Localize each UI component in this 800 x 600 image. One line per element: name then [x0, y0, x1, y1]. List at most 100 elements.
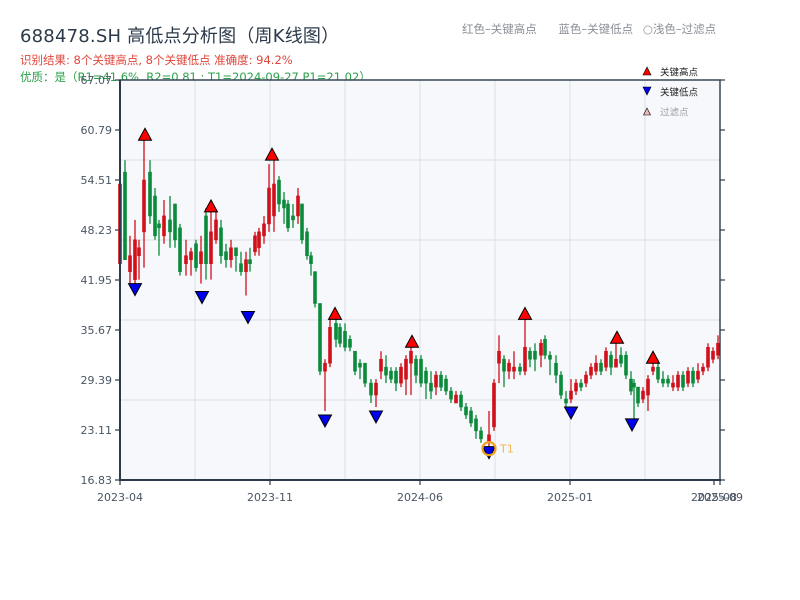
candle — [604, 347, 608, 372]
candle-body — [262, 223, 266, 237]
candle — [296, 188, 300, 224]
candle — [569, 379, 573, 404]
top-legend: 红色–关键高点 蓝色–关键低点 ○浅色–过滤点 — [462, 21, 716, 37]
candle-body — [543, 339, 547, 356]
candle — [133, 219, 137, 284]
candle-body — [523, 346, 527, 372]
key-high-triangle-icon — [327, 306, 343, 320]
candle-body — [178, 227, 182, 272]
candle-body — [589, 366, 593, 376]
legend-filtered-icon — [643, 107, 651, 116]
candle — [656, 363, 660, 384]
candle-body — [133, 239, 137, 280]
candle-body — [267, 187, 271, 225]
candle-body — [296, 195, 300, 217]
key-low-triangle-icon — [624, 418, 640, 432]
candle-body — [153, 195, 157, 237]
candle-body — [363, 362, 367, 384]
candle-body — [209, 231, 213, 264]
candle-body — [419, 358, 423, 384]
top-legend-red: 红色–关键高点 — [462, 22, 537, 36]
candle-body — [148, 171, 152, 217]
candle — [676, 371, 680, 392]
key-high-triangle-icon — [404, 334, 420, 348]
candle-body — [328, 327, 332, 364]
candle — [194, 239, 198, 272]
candle — [479, 426, 483, 443]
candle — [492, 379, 496, 431]
candle — [148, 160, 152, 224]
candle — [424, 367, 428, 400]
candle — [343, 323, 347, 352]
candle-body — [464, 406, 468, 416]
candle — [394, 367, 398, 392]
candles — [118, 140, 720, 447]
chart-title: 688478.SH 高低点分析图（周K线图） — [20, 26, 340, 47]
candle-body — [716, 342, 720, 356]
candle-body — [439, 374, 443, 388]
candle-body — [257, 231, 261, 249]
key-high-triangle-icon — [137, 127, 153, 141]
candle — [528, 347, 532, 368]
candle-body — [184, 255, 188, 264]
candle-body — [584, 374, 588, 384]
candle — [229, 239, 233, 268]
candle — [434, 371, 438, 396]
candle — [244, 251, 248, 296]
candle-body — [518, 366, 522, 372]
key-point-markers: T1 — [127, 127, 661, 460]
candle-body — [334, 323, 338, 340]
candle — [559, 371, 563, 400]
candle-body — [559, 374, 563, 396]
candle — [636, 386, 640, 407]
candle — [419, 355, 423, 388]
y-tick-label: 41.95 — [81, 274, 113, 287]
candle-body — [646, 378, 650, 396]
candle-body — [358, 362, 362, 368]
candle-body — [641, 390, 645, 400]
x-tick-label: 2024-06 — [397, 491, 443, 504]
candle — [323, 359, 327, 411]
candle-body — [291, 215, 295, 221]
top-legend-blue: 蓝色–关键低点 — [558, 22, 634, 36]
y-tick-label: 60.79 — [81, 124, 113, 137]
candle — [554, 355, 558, 384]
candle — [579, 379, 583, 392]
candle-body — [194, 243, 198, 268]
result-summary: 识别结果: 8个关键高点, 8个关键低点 准确度: 94.2% — [20, 53, 293, 67]
candle-body — [253, 235, 257, 253]
candle-body — [204, 215, 208, 264]
candle — [168, 196, 172, 248]
candle — [619, 347, 623, 368]
candle-body — [614, 358, 618, 368]
candle-body — [414, 358, 418, 376]
candle — [589, 363, 593, 380]
candle — [539, 339, 543, 368]
candle — [153, 188, 157, 240]
candle-body — [681, 374, 685, 388]
y-tick-label: 23.11 — [81, 424, 113, 437]
candle — [429, 371, 433, 400]
candle-body — [676, 374, 680, 388]
legend-label: 过滤点 — [660, 107, 689, 119]
candle-body — [219, 227, 223, 257]
key-low-triangle-icon — [368, 410, 384, 425]
candle — [334, 319, 338, 348]
candle — [404, 355, 408, 396]
candle-body — [619, 354, 623, 364]
candle-body — [394, 370, 398, 384]
key-high-triangle-icon — [645, 350, 661, 364]
candle-body — [564, 398, 568, 404]
candle — [214, 211, 218, 244]
candle-body — [313, 271, 317, 304]
key-low-triangle-icon — [481, 446, 497, 460]
candle — [209, 211, 213, 280]
candle — [681, 371, 685, 392]
candle-body — [286, 203, 290, 229]
candle-body — [528, 350, 532, 360]
candle-body — [409, 350, 413, 364]
candle — [184, 239, 188, 276]
x-tick-label: 2025-01 — [547, 491, 593, 504]
candle — [286, 199, 290, 232]
candle — [204, 207, 208, 280]
